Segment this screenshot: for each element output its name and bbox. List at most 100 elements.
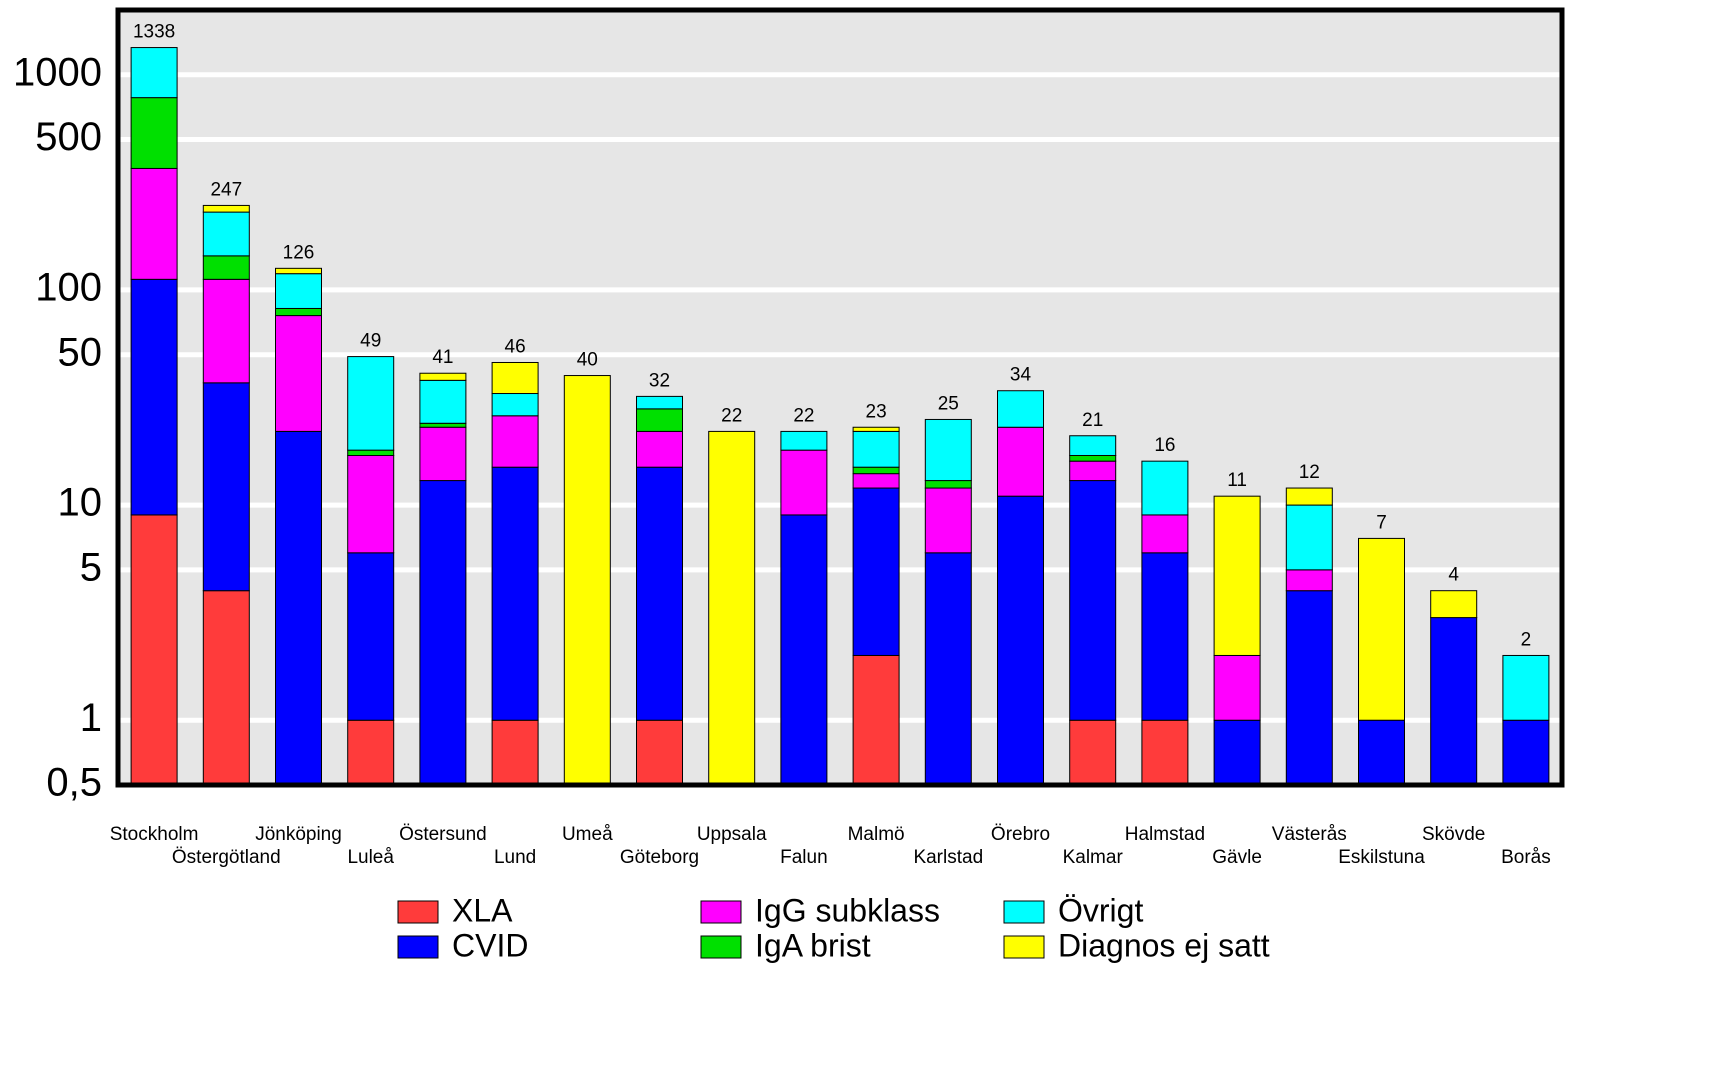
plot-border [115,7,1565,788]
bar-segment [275,267,322,275]
bar-segment [1502,719,1550,786]
bar-segment [924,552,972,786]
x-tick-label: Göteborg [620,847,699,868]
x-tick-label: Malmö [848,824,905,845]
total-label: 1338 [133,22,175,43]
bar-segment [1213,495,1261,656]
bar-segment [1430,590,1478,619]
x-tick-label: Östergötland [172,847,281,868]
total-label: 41 [432,347,453,368]
total-label: 40 [577,350,598,371]
bar-segment [1358,537,1405,721]
x-tick-label: Lund [494,847,536,868]
bar-segment [491,393,539,417]
x-tick-label: Karlstad [913,847,983,868]
x-tick-label: Uppsala [697,824,767,845]
bar-segment [852,426,900,432]
bar-segment [780,514,828,786]
bar-segment [636,466,683,721]
bar-segment [1069,435,1117,456]
bar-segment [852,430,900,468]
total-label: 49 [360,331,381,352]
bar-segment [852,473,900,489]
y-tick-label: 1000 [13,50,102,94]
bar-segment [708,430,756,786]
x-tick-label: Örebro [991,824,1050,845]
bar-segment [202,204,250,213]
bar-segment [780,430,828,451]
bar-segment [202,211,250,257]
bar-segment [1285,487,1333,506]
bar-segment [1358,719,1405,786]
bar-segment [491,719,539,786]
total-label: 7 [1376,512,1387,533]
legend-label: IgA brist [755,927,871,963]
total-label: 126 [283,242,315,263]
x-tick-label: Falun [780,847,828,868]
bar-segment [347,449,395,456]
bar-segment [202,278,250,384]
bar-segment [1069,460,1117,482]
bar-segment [1141,514,1189,554]
bar-segment [1285,504,1333,571]
total-label: 46 [505,336,526,357]
bar-segment [852,654,900,786]
total-label: 21 [1082,410,1103,431]
bar-segment [997,495,1044,786]
bar-segment [636,430,683,468]
bar-segment [852,466,900,475]
bar-segment [491,361,539,395]
bar-segment [275,273,322,309]
bar-segment [275,307,322,317]
plot-area [118,10,1562,785]
y-tick-label: 10 [58,481,103,525]
y-tick-label: 100 [35,265,102,309]
bar-segment [419,480,467,786]
x-tick-label: Västerås [1272,824,1347,845]
x-tick-label: Eskilstuna [1338,847,1425,868]
x-tick-label: Borås [1501,847,1551,868]
bar-segment [636,408,683,432]
bar-segment [347,719,395,786]
bar-segment [130,97,178,169]
x-tick-label: Jönköping [255,824,342,845]
total-label: 23 [866,401,887,422]
bar-segment [1069,454,1117,462]
bar-segment [780,449,828,516]
legend-swatch [397,900,439,924]
bar-segment [924,418,972,482]
bar-segment [636,395,683,410]
total-label: 22 [721,405,742,426]
bar-segment [563,375,611,786]
bar-segment [202,382,250,592]
bar-segment [419,422,467,428]
bar-segment [1502,654,1550,721]
x-tick-label: Stockholm [110,824,199,845]
x-tick-label: Gävle [1212,847,1262,868]
legend-swatch [1003,900,1045,924]
bar-segment [419,379,467,424]
total-label: 34 [1010,365,1032,386]
bar-segment [1285,569,1333,592]
bar-segment [997,390,1044,428]
total-label: 247 [210,179,242,200]
legend-swatch [397,935,439,959]
bar-segment [130,278,178,516]
bar-segment [491,466,539,721]
bar-segment [130,514,178,786]
bar-segment [1430,617,1478,786]
total-label: 32 [649,370,670,391]
x-tick-label: Östersund [399,824,487,845]
bar-segment [419,372,467,381]
total-label: 16 [1154,435,1175,456]
x-tick-label: Umeå [562,824,613,845]
legend-label: Diagnos ej satt [1058,927,1270,963]
bar-segment [924,487,972,554]
bar-segment [202,590,250,786]
bar-segment [852,487,900,656]
legend-swatch [700,935,742,959]
legend-label: Övrigt [1058,892,1143,928]
legend-label: IgG subklass [755,892,940,928]
total-label: 11 [1227,470,1247,491]
